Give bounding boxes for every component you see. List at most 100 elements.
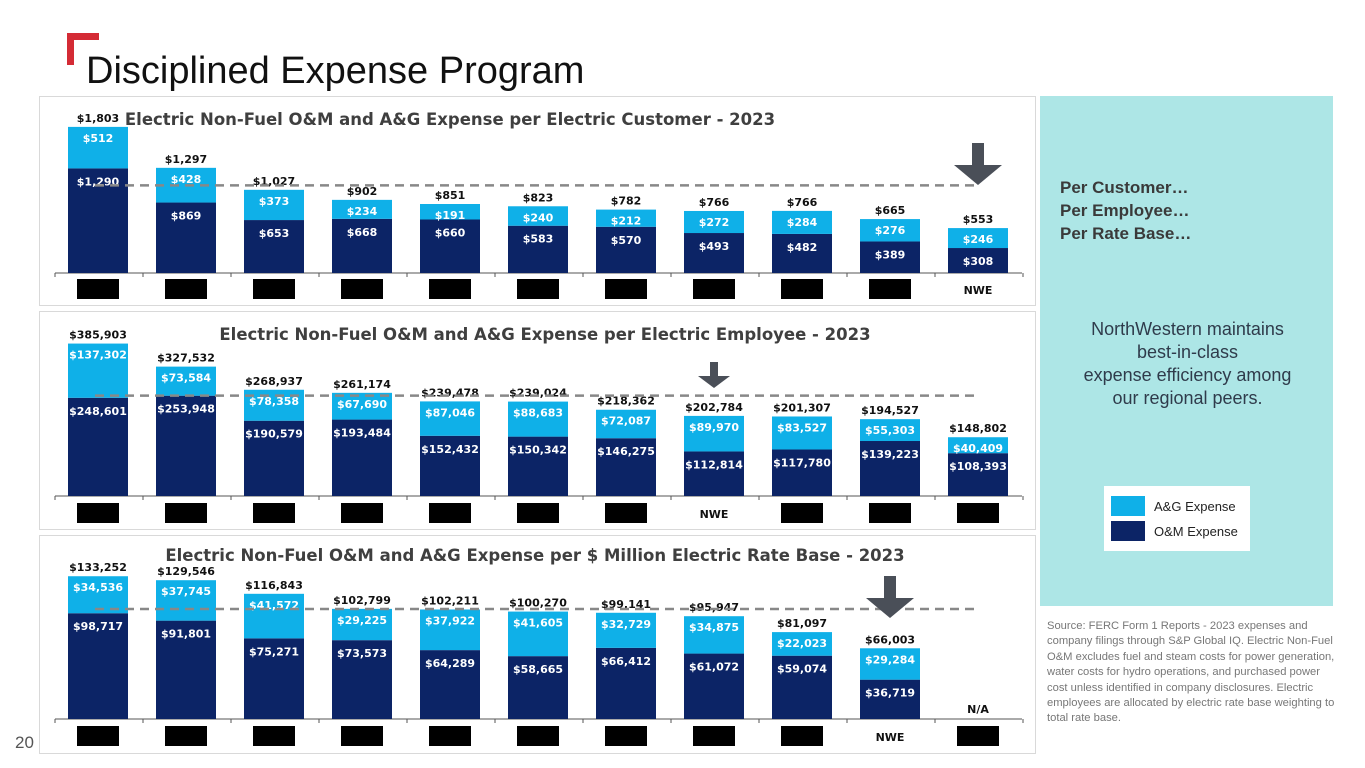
- bar-ag: [244, 189, 304, 221]
- chart-per-rate-base: Electric Non-Fuel O&M and A&G Expense pe…: [54, 546, 1024, 746]
- bar-ag-label: $72,087: [601, 415, 651, 428]
- bar-total-label: $133,252: [69, 561, 127, 574]
- bar-total-label: $201,307: [773, 401, 831, 414]
- bar-om: [244, 638, 304, 719]
- bar-total-label: $116,843: [245, 579, 303, 592]
- bar-ag: [860, 219, 920, 242]
- bar-om: [244, 220, 304, 273]
- bar-ag: [948, 228, 1008, 249]
- redacted-category-label: [957, 503, 999, 523]
- chart-title: Electric Non-Fuel O&M and A&G Expense pe…: [219, 325, 870, 344]
- bar-om-label: $36,719: [865, 687, 915, 700]
- bar-ag-label: $78,358: [249, 395, 299, 408]
- bar-ag: [332, 199, 392, 219]
- bar-om: [332, 419, 392, 496]
- bar-total-label: $202,784: [685, 401, 743, 414]
- bar-ag: [596, 612, 656, 648]
- bar-total-label: $218,362: [597, 395, 655, 408]
- chart-per-customer: Electric Non-Fuel O&M and A&G Expense pe…: [54, 110, 1024, 299]
- bar-om-label: $66,412: [601, 655, 651, 668]
- chart-legend: A&G Expense O&M Expense: [1104, 486, 1250, 551]
- bar-total-label: $239,478: [421, 386, 479, 399]
- redacted-category-label: [341, 503, 383, 523]
- bar-om-label: $117,780: [773, 456, 831, 469]
- bar-ag: [860, 648, 920, 680]
- bar-ag-label: $73,584: [161, 372, 211, 385]
- bar-total-label: $327,532: [157, 352, 215, 365]
- bar-total-label: $102,799: [333, 594, 391, 607]
- bar-ag: [596, 409, 656, 439]
- redacted-category-label: [781, 279, 823, 299]
- bar-total-label: $851: [435, 189, 466, 202]
- bar-om-label: $583: [523, 233, 554, 246]
- bar-om-label: $389: [875, 248, 906, 261]
- bar-om: [596, 226, 656, 273]
- bar-om-label: $64,289: [425, 657, 475, 670]
- redacted-category-label: [957, 726, 999, 746]
- bar-ag: [772, 632, 832, 656]
- legend-label-ag: A&G Expense: [1154, 498, 1236, 514]
- bar-ag-label: $240: [523, 211, 554, 224]
- bar-om-label: $108,393: [949, 460, 1007, 473]
- bar-om-label: $58,665: [513, 663, 563, 676]
- bar-ag-label: $276: [875, 224, 906, 237]
- redacted-category-label: [165, 726, 207, 746]
- bar-om: [684, 653, 744, 719]
- bar-total-label: $766: [699, 196, 730, 209]
- bar-ag: [68, 576, 128, 614]
- bar-ag: [156, 366, 216, 396]
- bar-ag: [420, 609, 480, 651]
- bar-ag: [332, 608, 392, 641]
- highlight-arrow-icon: [866, 576, 914, 618]
- bar-total-label: $268,937: [245, 375, 303, 388]
- source-note: Source: FERC Form 1 Reports - 2023 expen…: [1047, 620, 1335, 725]
- redacted-category-label: [693, 279, 735, 299]
- bar-om: [772, 655, 832, 719]
- bar-om-label: $248,601: [69, 405, 127, 418]
- bar-total-label: $823: [523, 191, 554, 204]
- bar-om-label: $570: [611, 234, 642, 247]
- bar-total-label: $95,947: [689, 601, 739, 614]
- bar-total-label: $1,297: [165, 153, 207, 166]
- bar-om: [68, 613, 128, 719]
- bar-om: [332, 640, 392, 719]
- redacted-category-label: [869, 503, 911, 523]
- bar-ag: [948, 437, 1008, 454]
- bar-ag: [332, 392, 392, 420]
- bar-om-label: $668: [347, 226, 378, 239]
- chart-panel-per-rate-base: Electric Non-Fuel O&M and A&G Expense pe…: [39, 535, 1036, 754]
- sidebar-panel: Per Customer… Per Employee… Per Rate Bas…: [1040, 96, 1333, 606]
- bar-ag-label: $34,875: [689, 621, 739, 634]
- bar-om: [420, 219, 480, 273]
- bar-om-label: $73,573: [337, 647, 387, 660]
- message-line: expense efficiency among: [1083, 365, 1292, 385]
- bar-ag-label: $55,303: [865, 424, 915, 437]
- redacted-category-label: [517, 503, 559, 523]
- bar-total-label: $81,097: [777, 617, 827, 630]
- bar-total-label: $665: [875, 204, 906, 217]
- bar-ag: [420, 401, 480, 436]
- redacted-category-label: [781, 503, 823, 523]
- message-line: NorthWestern maintains: [1091, 319, 1284, 339]
- redacted-category-label: [605, 726, 647, 746]
- redacted-category-label: [517, 279, 559, 299]
- chart-title: Electric Non-Fuel O&M and A&G Expense pe…: [125, 110, 775, 129]
- bar-om-label: $653: [259, 227, 290, 240]
- redacted-category-label: [517, 726, 559, 746]
- bar-om: [772, 449, 832, 496]
- bar-ag: [684, 616, 744, 654]
- bar-om-label: $146,275: [597, 445, 655, 458]
- redacted-category-label: [77, 503, 119, 523]
- bar-ag-label: $512: [83, 132, 114, 145]
- sidebar-message: NorthWestern maintains best-in-class exp…: [1060, 318, 1315, 410]
- bar-ag-label: $37,745: [161, 585, 211, 598]
- chart-panel-per-employee: Electric Non-Fuel O&M and A&G Expense pe…: [39, 311, 1036, 530]
- bar-total-label: $100,270: [509, 597, 567, 610]
- redacted-category-label: [693, 726, 735, 746]
- bar-om: [948, 248, 1008, 273]
- redacted-category-label: [781, 726, 823, 746]
- bar-ag-label: $67,690: [337, 398, 387, 411]
- bar-om-label: $482: [787, 241, 818, 254]
- bar-ag: [68, 126, 128, 169]
- bar-total-label: $385,903: [69, 329, 127, 342]
